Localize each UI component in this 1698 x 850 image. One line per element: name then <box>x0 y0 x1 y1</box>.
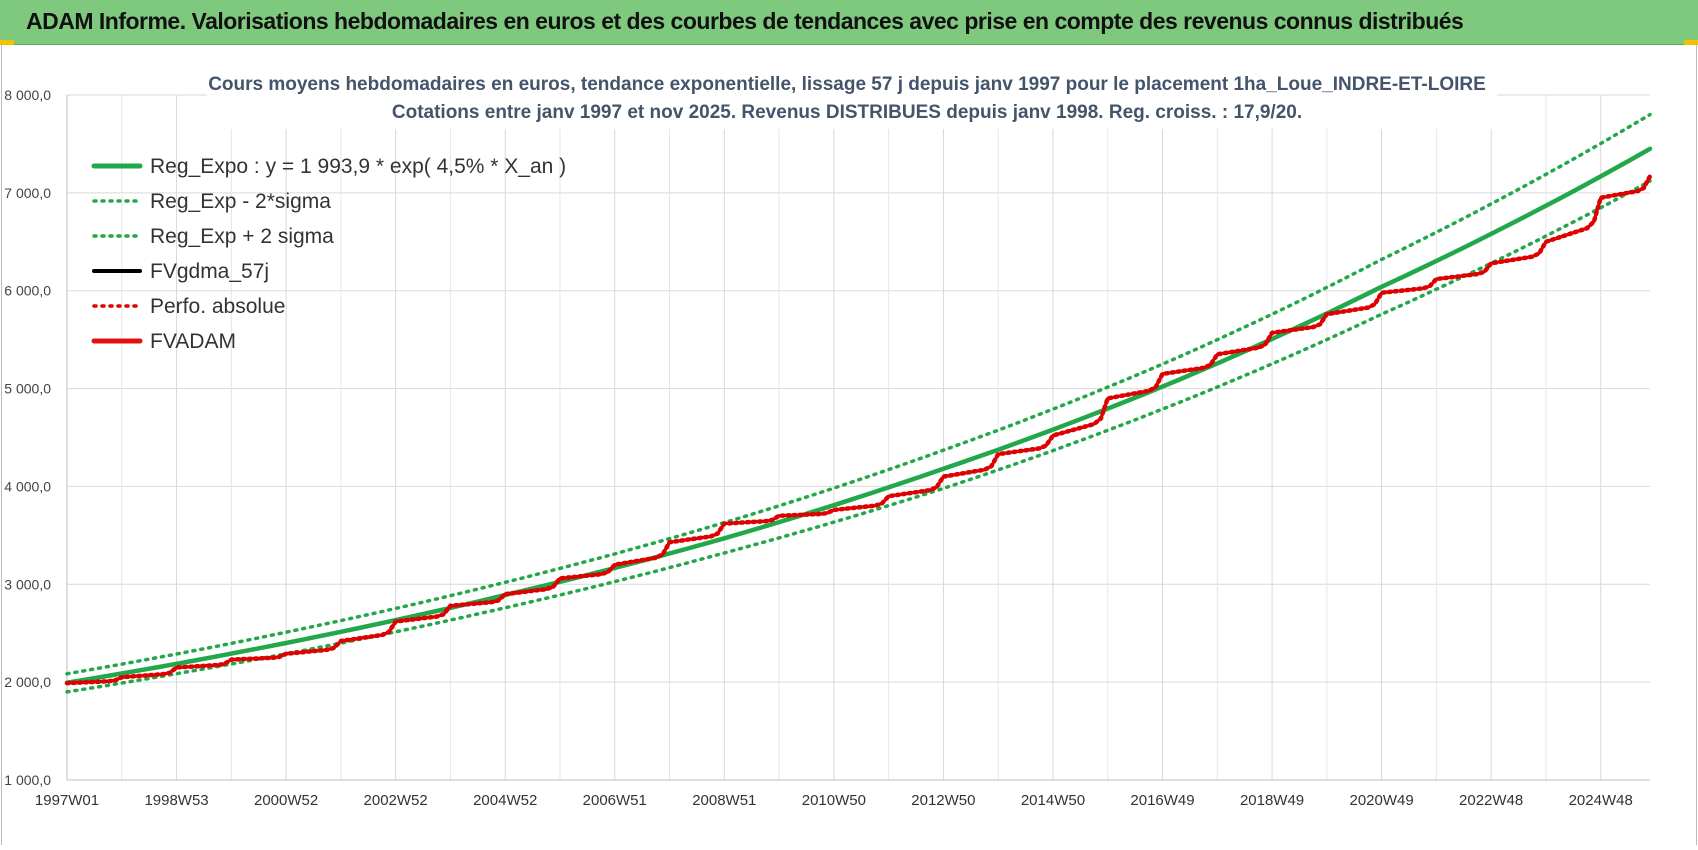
legend-label: Perfo. absolue <box>150 295 285 318</box>
y-tick-label: 1 000,0 <box>4 772 51 788</box>
x-tick-label: 2016W49 <box>1130 792 1194 809</box>
axis-layer: 1 000,0 2 000,0 3 000,0 4 000,0 5 000,0 6 000… <box>4 87 1650 809</box>
y-tick-label: 3 000,0 <box>4 576 51 592</box>
x-tick-label: 2010W50 <box>802 792 866 809</box>
legend-label: Reg_Expo : y = 1 993,9 * exp( 4,5% * X_a… <box>150 155 566 178</box>
corner-marker-left <box>0 40 14 45</box>
series-line-0 <box>64 146 1653 685</box>
series-line-2 <box>65 112 1652 676</box>
series-line-3 <box>65 174 1652 685</box>
x-tick-label: 2022W48 <box>1459 792 1523 809</box>
x-tick-label: 2024W48 <box>1569 792 1633 809</box>
x-tick-label: 2002W52 <box>364 792 428 809</box>
y-tick-label: 5 000,0 <box>4 381 51 397</box>
y-tick-label: 6 000,0 <box>4 283 51 299</box>
legend: Reg_Expo : y = 1 993,9 * exp( 4,5% * X_a… <box>91 155 566 353</box>
header-banner: ADAM Informe. Valorisations hebdomadaire… <box>0 0 1698 45</box>
x-tick-label: 1998W53 <box>144 792 208 809</box>
x-tick-label: 2014W50 <box>1021 792 1085 809</box>
y-tick-label: 8 000,0 <box>4 87 51 103</box>
page-title: ADAM Informe. Valorisations hebdomadaire… <box>26 8 1464 34</box>
x-tick-label: 2018W49 <box>1240 792 1304 809</box>
series-line-1 <box>65 179 1652 694</box>
x-tick-label: 2004W52 <box>473 792 537 809</box>
legend-label: Reg_Exp + 2 sigma <box>150 225 334 248</box>
chart-subtitle: Cotations entre janv 1997 et nov 2025. R… <box>392 102 1302 123</box>
chart-frame: 1 000,0 2 000,0 3 000,0 4 000,0 5 000,0 6 000… <box>1 45 1697 845</box>
legend-label: FVADAM <box>150 330 236 353</box>
series-line-5 <box>65 174 1652 685</box>
x-tick-label: 2020W49 <box>1349 792 1413 809</box>
legend-label: FVgdma_57j <box>150 260 269 283</box>
legend-label: Reg_Exp - 2*sigma <box>150 190 331 213</box>
y-tick-label: 4 000,0 <box>4 478 51 494</box>
x-tick-label: 2000W52 <box>254 792 318 809</box>
series-line-4 <box>64 173 1653 686</box>
corner-marker-right <box>1684 40 1698 45</box>
y-tick-label: 2 000,0 <box>4 674 51 690</box>
series-layer <box>64 112 1653 694</box>
x-tick-label: 2008W51 <box>692 792 756 809</box>
chart-title: Cours moyens hebdomadaires en euros, ten… <box>208 74 1486 95</box>
x-tick-label: 1997W01 <box>35 792 99 809</box>
title-background <box>207 65 1497 129</box>
x-tick-label: 2012W50 <box>911 792 975 809</box>
chart-svg: 1 000,0 2 000,0 3 000,0 4 000,0 5 000,0 6 000… <box>4 65 1653 809</box>
x-tick-label: 2006W51 <box>583 792 647 809</box>
y-tick-label: 7 000,0 <box>4 185 51 201</box>
